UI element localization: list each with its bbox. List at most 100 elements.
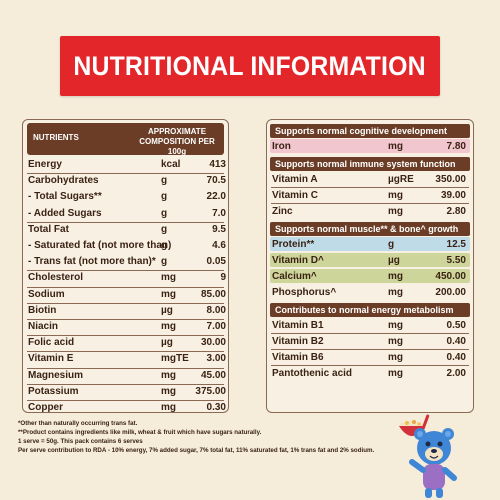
nutrient-name: Copper	[28, 402, 63, 413]
nutrient-unit: µg	[161, 337, 173, 349]
nutrient-unit: mg	[388, 352, 403, 363]
row-divider	[271, 349, 469, 350]
nutrient-unit: mg	[161, 288, 176, 300]
nutrient-row: Potassium mg 375.00	[26, 385, 226, 400]
nutrient-name: Calcium^	[272, 271, 317, 282]
nutrient-value: 12.5	[446, 239, 466, 250]
nutrient-unit: g	[161, 191, 168, 203]
nutrient-unit: g	[161, 223, 168, 235]
section-header: Contributes to normal energy metabolism	[270, 303, 470, 317]
header-comp-line2: COMPOSITION PER 100g	[139, 137, 215, 156]
nutrient-name: Total Fat	[28, 223, 69, 235]
nutrient-name: - Trans fat (not more than)*	[28, 256, 156, 268]
nutrient-unit: µgRE	[388, 174, 414, 185]
nutrient-name: Carbohydrates	[28, 175, 99, 187]
row-highlight	[270, 237, 470, 251]
nutrient-value: 9.5	[212, 223, 226, 235]
nutrient-unit: mg	[388, 141, 403, 152]
nutrient-row: Calcium^ mg 450.00	[270, 270, 468, 285]
nutrient-value: 375.00	[195, 385, 226, 397]
nutrient-unit: mg	[388, 320, 403, 331]
nutrient-value: 39.00	[440, 190, 466, 201]
nutrient-unit: kcal	[161, 159, 181, 170]
row-highlight	[270, 139, 470, 153]
row-divider	[27, 173, 224, 175]
nutrient-name: Biotin	[28, 304, 57, 316]
row-divider	[27, 286, 224, 288]
nutrient-value: 7.00	[206, 321, 226, 332]
nutrient-row: Vitamin B6 mg 0.40	[270, 351, 468, 366]
nutrient-unit: mg	[388, 206, 403, 217]
nutrient-row: - Saturated fat (not more than) g 4.6	[26, 239, 226, 254]
nutrient-unit: mg	[161, 272, 176, 284]
nutrient-unit: mg	[388, 336, 403, 347]
bear-mascot-icon	[399, 414, 457, 498]
nutrient-name: Vitamin B2	[272, 336, 324, 347]
nutrient-row: Carbohydrates g 70.5	[26, 174, 226, 189]
header-nutrients: NUTRIENTS	[33, 133, 79, 142]
row-divider	[27, 221, 224, 223]
nutrient-value: 0.40	[446, 352, 466, 363]
nutrient-name: Protein**	[272, 239, 315, 250]
footnotes: *Other than naturally occurring trans fa…	[18, 419, 398, 455]
nutrient-value: 22.0	[206, 191, 226, 203]
nutrient-row: - Trans fat (not more than)* g 0.05	[26, 255, 226, 270]
nutrient-value: 2.80	[446, 206, 466, 217]
nutrient-row: Sodium mg 85.00	[26, 288, 226, 303]
nutrient-row: Vitamin B2 mg 0.40	[270, 335, 468, 350]
nutrient-unit: µg	[388, 255, 400, 266]
footnote-serve: 1 serve = 50g. This pack contains 6 serv…	[18, 438, 143, 445]
header-comp-line1: APPROXIMATE	[147, 127, 207, 136]
nutrient-unit: g	[161, 256, 168, 268]
nutrient-row: Iron mg 7.80	[270, 140, 468, 155]
nutrient-unit: µg	[161, 304, 173, 316]
nutrient-table-left: NUTRIENTS APPROXIMATE COMPOSITION PER 10…	[22, 119, 229, 413]
nutrient-value: 413	[209, 159, 226, 170]
nutrient-name: Vitamin B6	[272, 352, 324, 363]
nutrient-name: Potassium	[28, 385, 79, 397]
nutrient-table-right: Supports normal cognitive development Iro…	[266, 119, 474, 413]
nutrient-name: Magnesium	[28, 369, 84, 381]
row-divider	[271, 187, 469, 188]
nutrient-row: Energy kcal 413	[26, 158, 226, 173]
nutrient-name: Phosphorus^	[272, 287, 337, 298]
row-divider	[27, 383, 224, 385]
footnote-sugars: **Product contains ingredients like milk…	[18, 429, 262, 436]
nutrient-value: 8.00	[206, 304, 226, 316]
page-title: NUTRITIONAL INFORMATION	[73, 50, 427, 81]
nutrient-name: - Added Sugars	[28, 207, 102, 219]
nutrient-value: 3.00	[206, 353, 226, 365]
nutrient-row: Vitamin A µgRE 350.00	[270, 173, 468, 188]
nutrient-unit: mgTE	[161, 353, 189, 365]
row-divider	[271, 365, 469, 366]
nutrient-value: 450.00	[435, 271, 466, 282]
nutrient-row: Phosphorus^ mg 200.00	[270, 286, 468, 301]
nutrient-name: Zinc	[272, 206, 293, 217]
nutrient-unit: g	[161, 207, 168, 219]
nutrient-unit: mg	[388, 287, 403, 298]
nutrient-name: Vitamin C	[272, 190, 318, 201]
nutrient-row: Folic acid µg 30.00	[26, 336, 226, 351]
row-divider	[27, 270, 224, 272]
nutrient-row: - Added Sugars g 7.0	[26, 207, 226, 222]
nutrient-unit: mg	[161, 402, 176, 413]
section-header: Supports normal cognitive development	[270, 124, 470, 138]
row-divider	[27, 351, 224, 353]
row-divider	[27, 335, 224, 337]
nutrient-value: 2.00	[446, 368, 466, 379]
nutrient-name: - Total Sugars**	[28, 191, 102, 203]
section-header: Supports normal muscle** & bone^ growth	[270, 222, 470, 236]
nutrient-value: 350.00	[435, 174, 466, 185]
nutrient-name: Vitamin D^	[272, 255, 324, 266]
row-highlight	[270, 253, 470, 267]
nutrient-name: Pantothenic acid	[272, 368, 353, 379]
nutrient-row: Vitamin D^ µg 5.50	[270, 254, 468, 269]
row-divider	[27, 400, 224, 401]
nutrient-name: Energy	[28, 159, 62, 170]
nutrient-row: - Total Sugars** g 22.0	[26, 190, 226, 205]
nutrient-row: Cholesterol mg 9	[26, 271, 226, 286]
nutrient-unit: mg	[161, 369, 176, 381]
nutrient-value: 30.00	[200, 337, 226, 349]
nutrient-unit: mg	[161, 321, 176, 332]
nutrient-row: Niacin mg 7.00	[26, 320, 226, 335]
